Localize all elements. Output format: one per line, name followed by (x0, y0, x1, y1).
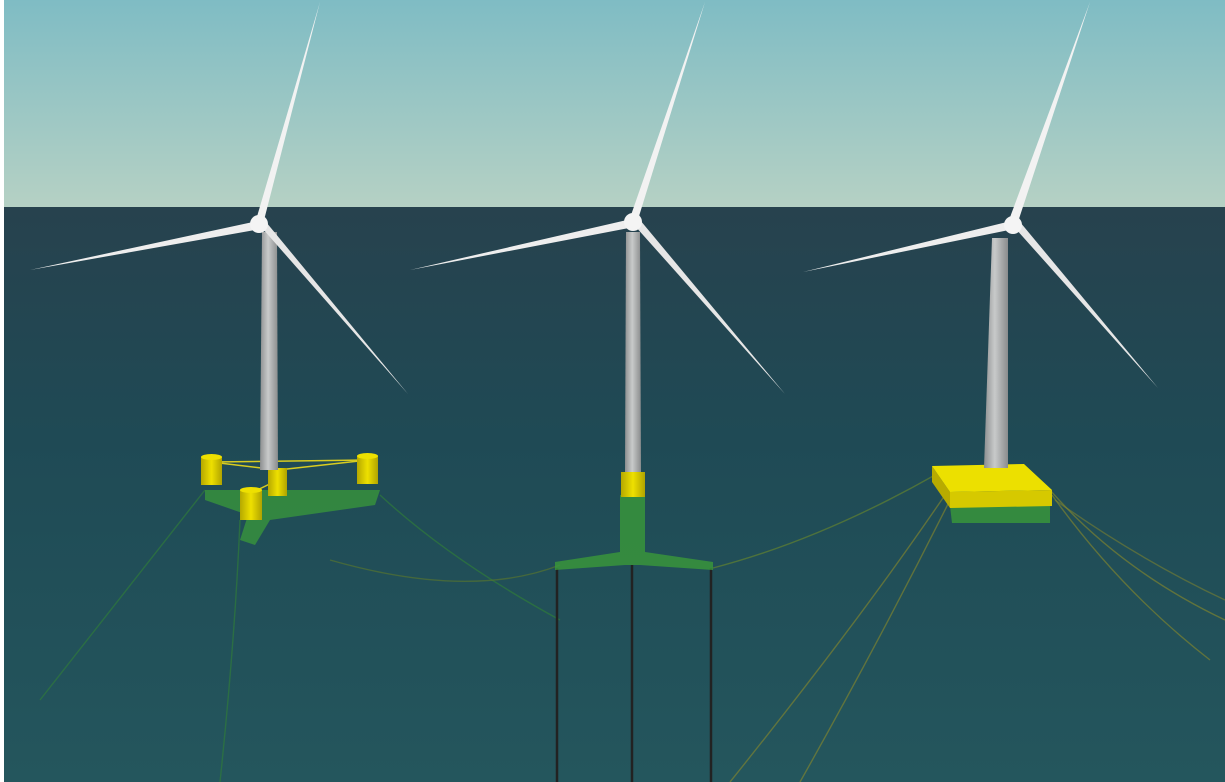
sky (0, 0, 1225, 210)
turbine-semisub (30, 2, 408, 545)
border (0, 0, 4, 782)
mooring-lines (39, 474, 1225, 782)
turbine-barge (803, 2, 1158, 523)
turbine-tlp (410, 2, 785, 782)
